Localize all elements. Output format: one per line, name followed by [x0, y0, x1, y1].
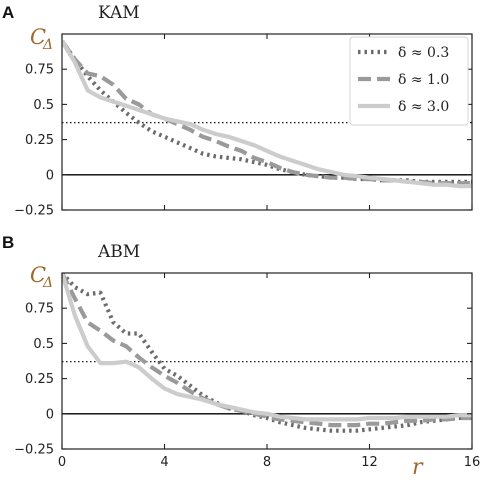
- y-tick-label: 0.5: [33, 98, 54, 113]
- panel-b: BCΔ ABM 0 4 8 12 16 −0.25 0 0.25 0.5 0.75: [2, 233, 480, 470]
- panel-title: KAM: [98, 3, 140, 23]
- legend-entry: δ ≈ 0.3: [398, 45, 449, 61]
- panel-title: ABM: [97, 242, 140, 262]
- x-axis-label: r: [412, 455, 424, 480]
- series-line-1: [62, 273, 472, 433]
- y-axis-label: C: [30, 263, 46, 287]
- y-tick-label: 0.75: [25, 63, 54, 78]
- legend-entry: δ ≈ 3.0: [398, 99, 449, 115]
- y-tick-label: 0.75: [25, 302, 54, 317]
- x-tick-label: 4: [160, 455, 168, 470]
- legend-entry: δ ≈ 1.0: [398, 72, 449, 88]
- series-line-1: [62, 39, 472, 184]
- y-tick-label: 0: [46, 168, 54, 183]
- y-axis-label-subscript: Δ: [42, 275, 53, 291]
- legend-box: [349, 36, 469, 126]
- y-axis-label-subscript: Δ: [42, 37, 53, 53]
- legend: δ ≈ 0.3 δ ≈ 1.0 δ ≈ 3.0: [349, 36, 469, 126]
- y-axis-label: C: [30, 25, 46, 49]
- x-tick-label: 8: [263, 455, 271, 470]
- x-tick-label: 0: [58, 455, 66, 470]
- x-tick-label: 16: [464, 455, 481, 470]
- y-tick-label: 0.25: [25, 372, 54, 387]
- x-tick-label: 12: [361, 455, 378, 470]
- y-tick-label: −0.25: [14, 204, 54, 219]
- series-line-3: [62, 39, 472, 189]
- series-group: [62, 39, 472, 189]
- series-group: [62, 273, 472, 433]
- panel-letter: A: [2, 3, 14, 22]
- series-line-2: [62, 273, 472, 428]
- y-tick-label: 0: [46, 407, 54, 422]
- y-tick-label: 0.25: [25, 133, 54, 148]
- y-tick-label: −0.25: [14, 443, 54, 458]
- y-tick-label: 0.5: [33, 337, 54, 352]
- series-line-3: [62, 273, 472, 422]
- panel-letter: B: [2, 233, 14, 252]
